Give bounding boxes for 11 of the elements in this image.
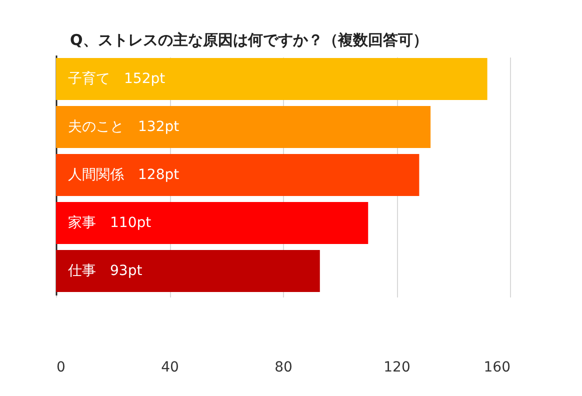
category-label: 人間関係 128pt xyxy=(68,167,180,183)
x-tick-label: 160 xyxy=(484,360,510,376)
category-label: 仕事 93pt xyxy=(68,263,142,279)
chart-title: Q、ストレスの主な原因は何ですか？（複数回答可） xyxy=(70,31,428,49)
x-tick-label: 0 xyxy=(56,360,66,376)
category-label: 子育て 152pt xyxy=(68,71,166,87)
x-tick-label: 40 xyxy=(161,360,179,376)
x-tick-label: 80 xyxy=(274,360,292,376)
category-label: 夫のこと 132pt xyxy=(68,119,180,135)
x-tick-label: 120 xyxy=(384,360,410,376)
category-label: 家事 110pt xyxy=(68,215,152,231)
